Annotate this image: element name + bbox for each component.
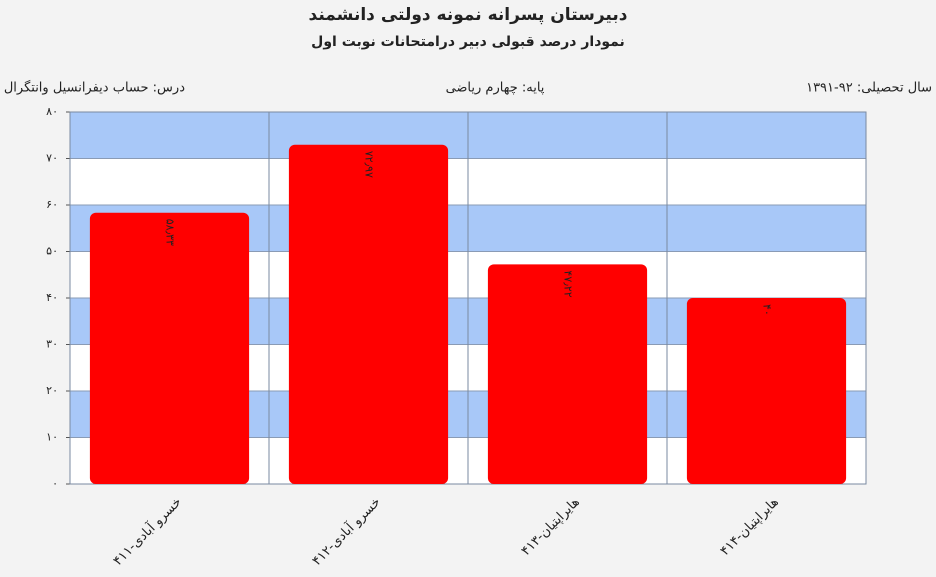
x-tick-label: خسرو آبادی-۴۱۲ (308, 493, 384, 569)
y-tick-label: ۵۰ (46, 245, 58, 258)
chart-title: دبیرستان پسرانه نمونه دولتی دانشمند (309, 5, 628, 25)
y-tick-label: ۲۰ (46, 384, 58, 397)
info-year: سال تحصیلی: ۹۲-۱۳۹۱ (806, 81, 932, 96)
value-label: ۴۰ (761, 304, 774, 316)
value-label: ۷۲٫۹۷ (363, 151, 376, 178)
y-tick-label: ۰ (52, 477, 58, 490)
plot-frame (69, 111, 867, 485)
chart-subtitle: نمودار درصد قبولی دبیر درامتحانات نوبت ا… (311, 34, 625, 50)
y-tick-label: ۱۰ (46, 431, 58, 444)
info-course: درس: حساب دیفرانسیل وانتگرال (4, 80, 185, 96)
info-grade: پایه: چهارم ریاضی (446, 81, 545, 96)
y-tick-label: ۷۰ (46, 152, 58, 165)
y-tick-label: ۳۰ (46, 338, 58, 351)
x-tick-label: خسرو آبادی-۴۱۱ (109, 493, 185, 569)
y-tick-label: ۸۰ (46, 105, 58, 118)
value-label: ۴۷٫۲۲ (562, 270, 575, 297)
value-label: ۵۸٫۳۳ (164, 219, 177, 246)
y-tick-label: ۴۰ (46, 291, 58, 304)
bar (288, 144, 449, 484)
x-tick-label: هایراپتیان-۴۱۳ (519, 495, 583, 559)
x-tick-label: هایراپتیان-۴۱۴ (718, 495, 782, 559)
bar (89, 212, 250, 484)
bar (686, 298, 847, 484)
bar (487, 264, 648, 484)
y-tick-label: ۶۰ (46, 198, 58, 211)
